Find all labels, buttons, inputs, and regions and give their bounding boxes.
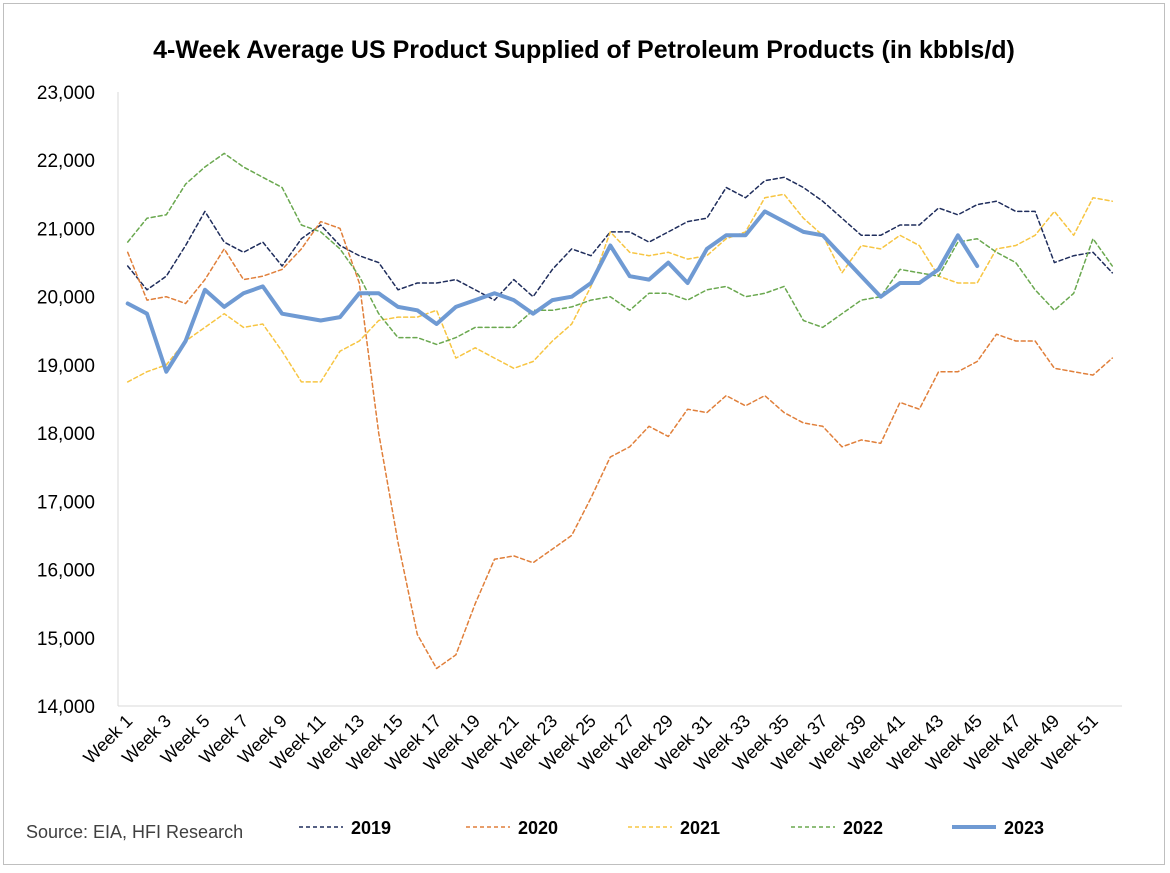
y-tick-label: 18,000 bbox=[37, 424, 95, 445]
source-note: Source: EIA, HFI Research bbox=[26, 822, 243, 842]
y-tick-label: 22,000 bbox=[37, 151, 95, 172]
series-line-2019 bbox=[126, 176, 1114, 301]
legend: 2019 2020 2021 2022 2023 bbox=[299, 818, 1044, 838]
series-line-2021 bbox=[126, 193, 1114, 383]
chart-title: 4-Week Average US Product Supplied of Pe… bbox=[153, 36, 1015, 64]
y-tick-label: 14,000 bbox=[37, 697, 95, 718]
y-tick-label: 15,000 bbox=[37, 629, 95, 650]
legend-label-2022: 2022 bbox=[843, 818, 883, 838]
y-tick-label: 19,000 bbox=[37, 356, 95, 377]
y-tick-label: 23,000 bbox=[37, 83, 95, 104]
series-layer bbox=[125, 152, 1114, 670]
legend-label-2019: 2019 bbox=[351, 818, 391, 838]
legend-label-2021: 2021 bbox=[680, 818, 720, 838]
y-axis: 14,000 15,000 16,000 17,000 18,000 19,000 20,0… bbox=[37, 83, 119, 718]
y-tick-label: 16,000 bbox=[37, 561, 95, 582]
y-tick-label: 17,000 bbox=[37, 492, 95, 513]
line-chart: 4-Week Average US Product Supplied of Pe… bbox=[26, 36, 1122, 842]
series-line-2023 bbox=[125, 209, 980, 374]
chart-frame: 4-Week Average US Product Supplied of Pe… bbox=[3, 3, 1165, 865]
legend-label-2020: 2020 bbox=[518, 818, 558, 838]
y-tick-label: 21,000 bbox=[37, 219, 95, 240]
legend-label-2023: 2023 bbox=[1004, 818, 1044, 838]
y-tick-label: 20,000 bbox=[37, 288, 95, 309]
series-line-2022 bbox=[126, 152, 1114, 346]
series-line-2020 bbox=[126, 220, 1114, 670]
